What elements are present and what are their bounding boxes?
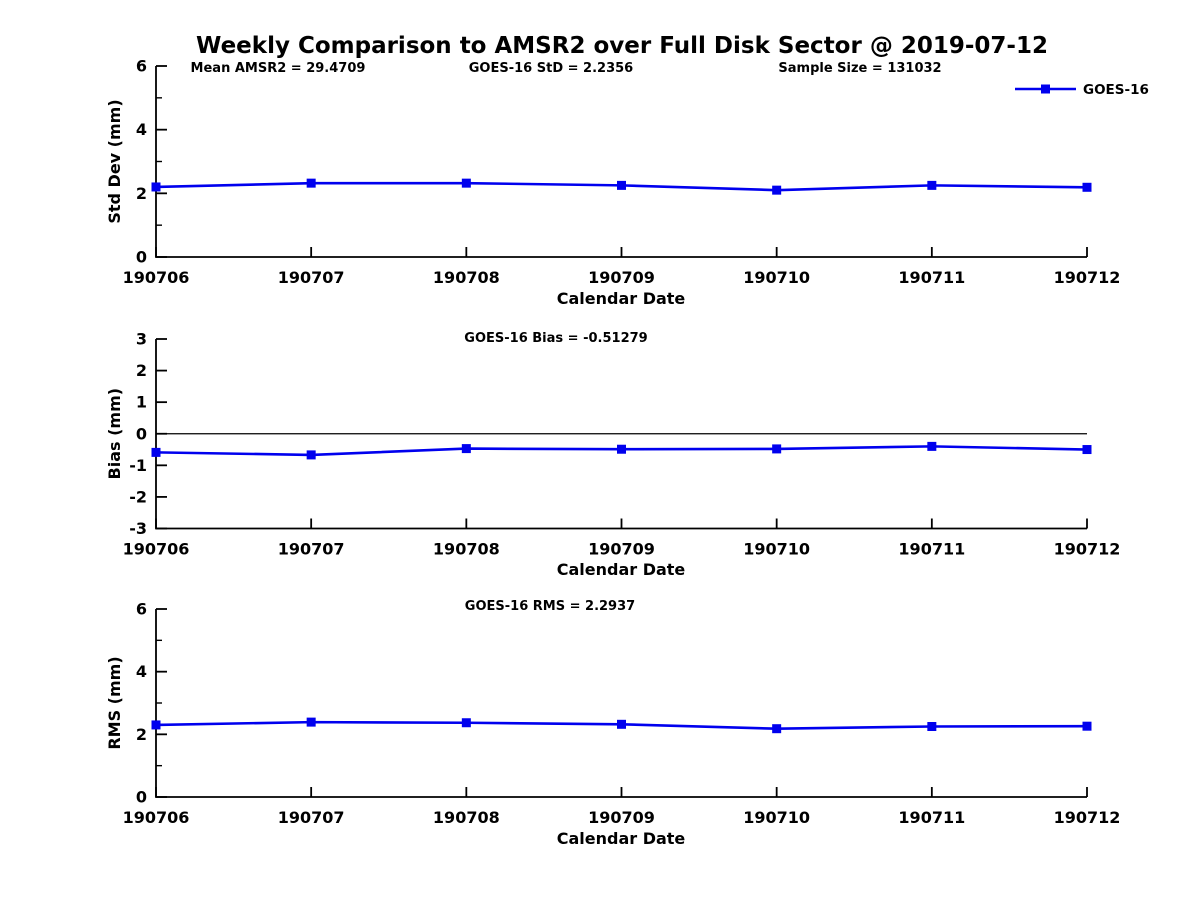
rms-subplot: GOES-16 RMS = 2.2937 RMS (mm) Calendar D… [105, 599, 1120, 848]
annotation-mean-amsr2: Mean AMSR2 = 29.4709 [191, 61, 366, 76]
stddev-x-axis-title: Calendar Date [557, 289, 686, 308]
data-point-marker [151, 720, 161, 730]
y-tick-label: 6 [136, 57, 147, 76]
bias-subplot: GOES-16 Bias = -0.51279 Bias (mm) Calend… [105, 330, 1120, 580]
x-tick-label: 190707 [278, 268, 345, 287]
y-tick-label: 2 [136, 184, 147, 203]
bias-y-axis-title: Bias (mm) [105, 388, 124, 480]
x-tick-label: 190710 [743, 540, 810, 559]
x-tick-label: 190708 [433, 268, 500, 287]
data-point-marker [306, 178, 316, 188]
legend-label-goes16: GOES-16 [1083, 82, 1149, 98]
data-point-marker [617, 180, 626, 190]
rms-y-axis-title: RMS (mm) [105, 656, 124, 749]
x-tick-label: 190712 [1054, 540, 1121, 559]
y-tick-label: -2 [129, 487, 147, 506]
annotation-goes16-bias: GOES-16 Bias = -0.51279 [464, 331, 647, 346]
x-tick-label: 190709 [588, 808, 655, 827]
x-tick-label: 190706 [123, 540, 190, 559]
data-point-marker [1082, 445, 1092, 455]
x-tick-label: 190711 [898, 808, 965, 827]
annotation-sample-size: Sample Size = 131032 [778, 61, 941, 76]
axis-frame [155, 66, 1087, 258]
y-tick-label: 2 [136, 361, 147, 380]
x-tick-label: 190709 [588, 268, 655, 287]
data-point-marker [151, 182, 161, 192]
bias-plot-area: -3 -2 -1 0 1 2 3 190706 190707 190708 190709 190710… [123, 330, 1121, 559]
data-point-marker [1082, 721, 1092, 731]
y-tick-label: 3 [136, 330, 147, 349]
legend-marker-sample [1041, 84, 1050, 94]
y-tick-label: 0 [136, 424, 147, 443]
legend: GOES-16 [1015, 82, 1149, 98]
data-point-marker [461, 718, 471, 728]
x-tick-label: 190708 [433, 540, 500, 559]
stddev-y-axis-title: Std Dev (mm) [105, 99, 124, 223]
rms-x-axis-title: Calendar Date [557, 829, 686, 848]
y-tick-label: 1 [136, 393, 147, 412]
data-point-marker [151, 447, 161, 457]
data-point-marker [927, 180, 937, 190]
x-tick-label: 190711 [898, 268, 965, 287]
annotation-goes16-rms: GOES-16 RMS = 2.2937 [465, 599, 635, 614]
stddev-subplot: Mean AMSR2 = 29.4709 GOES-16 StD = 2.235… [105, 57, 1149, 309]
y-tick-label: 4 [136, 120, 147, 139]
y-tick-label: 4 [136, 662, 147, 681]
x-tick-label: 190706 [123, 268, 190, 287]
y-tick-label: -1 [129, 456, 147, 475]
bias-x-axis-title: Calendar Date [557, 560, 686, 579]
x-tick-label: 190707 [278, 808, 345, 827]
data-point-marker [927, 441, 937, 451]
annotation-goes16-std: GOES-16 StD = 2.2356 [469, 61, 633, 76]
x-tick-label: 190707 [278, 540, 345, 559]
x-tick-label: 190710 [743, 808, 810, 827]
y-tick-label: 6 [136, 600, 147, 619]
data-point-marker [461, 444, 471, 454]
data-point-marker [772, 444, 782, 454]
x-tick-label: 190712 [1054, 268, 1121, 287]
y-tick-label: 0 [136, 788, 147, 807]
x-tick-label: 190706 [123, 808, 190, 827]
x-tick-label: 190710 [743, 268, 810, 287]
x-tick-label: 190712 [1054, 808, 1121, 827]
data-point-marker [306, 450, 316, 460]
data-point-marker [306, 717, 316, 727]
x-tick-label: 190708 [433, 808, 500, 827]
data-point-marker [927, 722, 937, 731]
data-point-marker [617, 444, 626, 454]
figure-title: Weekly Comparison to AMSR2 over Full Dis… [196, 33, 1048, 59]
y-tick-label: -3 [129, 519, 147, 538]
x-tick-label: 190709 [588, 540, 655, 559]
data-point-marker [1082, 182, 1092, 192]
y-tick-label: 2 [136, 725, 147, 744]
data-point-marker [461, 178, 471, 188]
stddev-plot-area: 0 2 4 6 190706 190707 190708 190709 190710 190711… [123, 57, 1121, 288]
data-point-marker [772, 185, 782, 195]
data-point-marker [617, 719, 626, 729]
rms-plot-area: 0 2 4 6 190706 190707 190708 190709 190710 190711… [123, 600, 1121, 828]
x-tick-label: 190711 [898, 540, 965, 559]
axis-frame [155, 609, 1087, 798]
y-tick-label: 0 [136, 248, 147, 267]
data-point-marker [772, 724, 782, 734]
